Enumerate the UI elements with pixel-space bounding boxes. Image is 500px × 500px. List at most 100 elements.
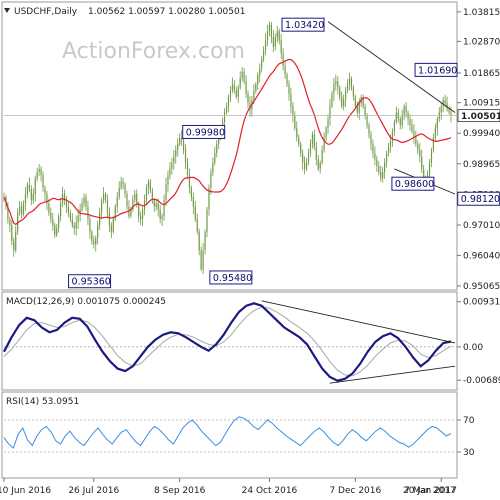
candle-body	[239, 78, 241, 88]
candle-body	[290, 93, 292, 107]
current-price-label: 1.00501	[461, 112, 500, 122]
annotation-box	[209, 270, 253, 285]
price-tick-label: 1.00915	[463, 99, 500, 109]
candle-body	[177, 143, 179, 151]
candle-body	[245, 81, 247, 94]
header-symbol: USDCHF,Daily	[14, 7, 78, 17]
candle-body	[161, 215, 163, 220]
candle-body	[75, 222, 77, 229]
candle-body	[26, 184, 29, 194]
candle-body	[346, 84, 349, 91]
candle-body	[348, 78, 351, 85]
candle-body	[231, 84, 233, 91]
candle-body	[382, 172, 384, 179]
candle-body	[243, 71, 245, 82]
rsi-panel-frame	[1, 391, 458, 479]
candle-body	[446, 103, 448, 110]
candle-body	[157, 203, 159, 210]
candle-body	[380, 172, 382, 179]
date-label: 8 Sep 2016	[154, 486, 206, 496]
price-tick-label: 0.96040	[463, 251, 500, 261]
candle-body	[364, 106, 366, 116]
candle-body	[261, 59, 263, 69]
macd-trendline	[261, 300, 456, 344]
candle-body	[22, 203, 25, 215]
candle-body	[206, 209, 208, 232]
macd-trendline	[329, 365, 456, 384]
candle-body	[138, 203, 140, 216]
candle-body	[442, 100, 444, 107]
candle-body	[60, 203, 62, 216]
candle-body	[173, 156, 175, 163]
candle-body	[339, 87, 341, 97]
candle-body	[114, 206, 116, 220]
annotation-label: 0.98600	[395, 179, 434, 190]
candle-body	[415, 137, 417, 144]
candle-body	[423, 168, 425, 179]
candle-body	[212, 162, 214, 173]
candle-body	[69, 212, 71, 220]
candle-body	[257, 74, 259, 85]
candle-body	[200, 250, 202, 270]
price-panel-frame	[1, 1, 458, 291]
candle-body	[282, 53, 284, 66]
date-label: 7 Mar 2017	[404, 486, 455, 496]
candle-body	[278, 31, 280, 41]
candle-body	[444, 100, 446, 104]
candle-body	[384, 162, 386, 173]
candle-body	[56, 228, 58, 235]
candle-body	[116, 197, 118, 207]
candle-body	[95, 237, 97, 245]
candle-body	[300, 143, 302, 154]
candle-body	[181, 137, 183, 141]
candle-body	[147, 181, 150, 188]
candle-body	[428, 162, 431, 176]
moving-average-line	[3, 58, 452, 226]
trendlines	[327, 21, 456, 195]
macd-trendlines	[261, 300, 456, 384]
candle-body	[182, 140, 185, 151]
candle-body	[36, 172, 38, 179]
price-candles	[3, 21, 452, 274]
candle-body	[120, 181, 122, 188]
candle-body	[305, 162, 308, 169]
candle-body	[274, 37, 276, 47]
candle-body	[155, 203, 157, 207]
macd-tick-label: 0.009318	[463, 298, 500, 308]
annotation-box	[414, 62, 458, 77]
candle-body	[235, 90, 237, 97]
candle-body	[335, 81, 337, 85]
candle-body	[34, 178, 36, 194]
candle-body	[17, 212, 19, 232]
candle-body	[432, 137, 435, 151]
candle-body	[44, 187, 46, 194]
candle-body	[317, 159, 319, 169]
candle-body	[24, 194, 27, 204]
candle-body	[54, 225, 56, 235]
price-tick-label: 0.98965	[463, 160, 500, 170]
macd-title: MACD(12,26,9) 0.001075 0.000245	[6, 297, 166, 307]
watermark: ActionForex.com	[62, 39, 245, 64]
candle-body	[366, 115, 368, 126]
candle-body	[329, 106, 331, 119]
macd-tick-label: -0.006894	[463, 376, 500, 386]
date-label: 24 Oct 2016	[242, 486, 298, 496]
candle-body	[321, 150, 323, 163]
candle-body	[52, 219, 54, 226]
candle-body	[106, 200, 109, 213]
candle-body	[38, 168, 40, 173]
candle-body	[67, 206, 70, 213]
candle-body	[368, 125, 370, 135]
candle-body	[362, 96, 364, 107]
candle-body	[419, 150, 421, 157]
price-tick-label: 1.01865	[463, 69, 500, 79]
candle-body	[276, 31, 278, 38]
candle-body	[91, 231, 93, 241]
candle-body	[302, 153, 304, 163]
candle-body	[401, 115, 403, 126]
candle-body	[352, 87, 355, 97]
candle-body	[93, 241, 95, 245]
candle-body	[48, 203, 50, 213]
price-tick-label: 1.02870	[463, 37, 500, 47]
